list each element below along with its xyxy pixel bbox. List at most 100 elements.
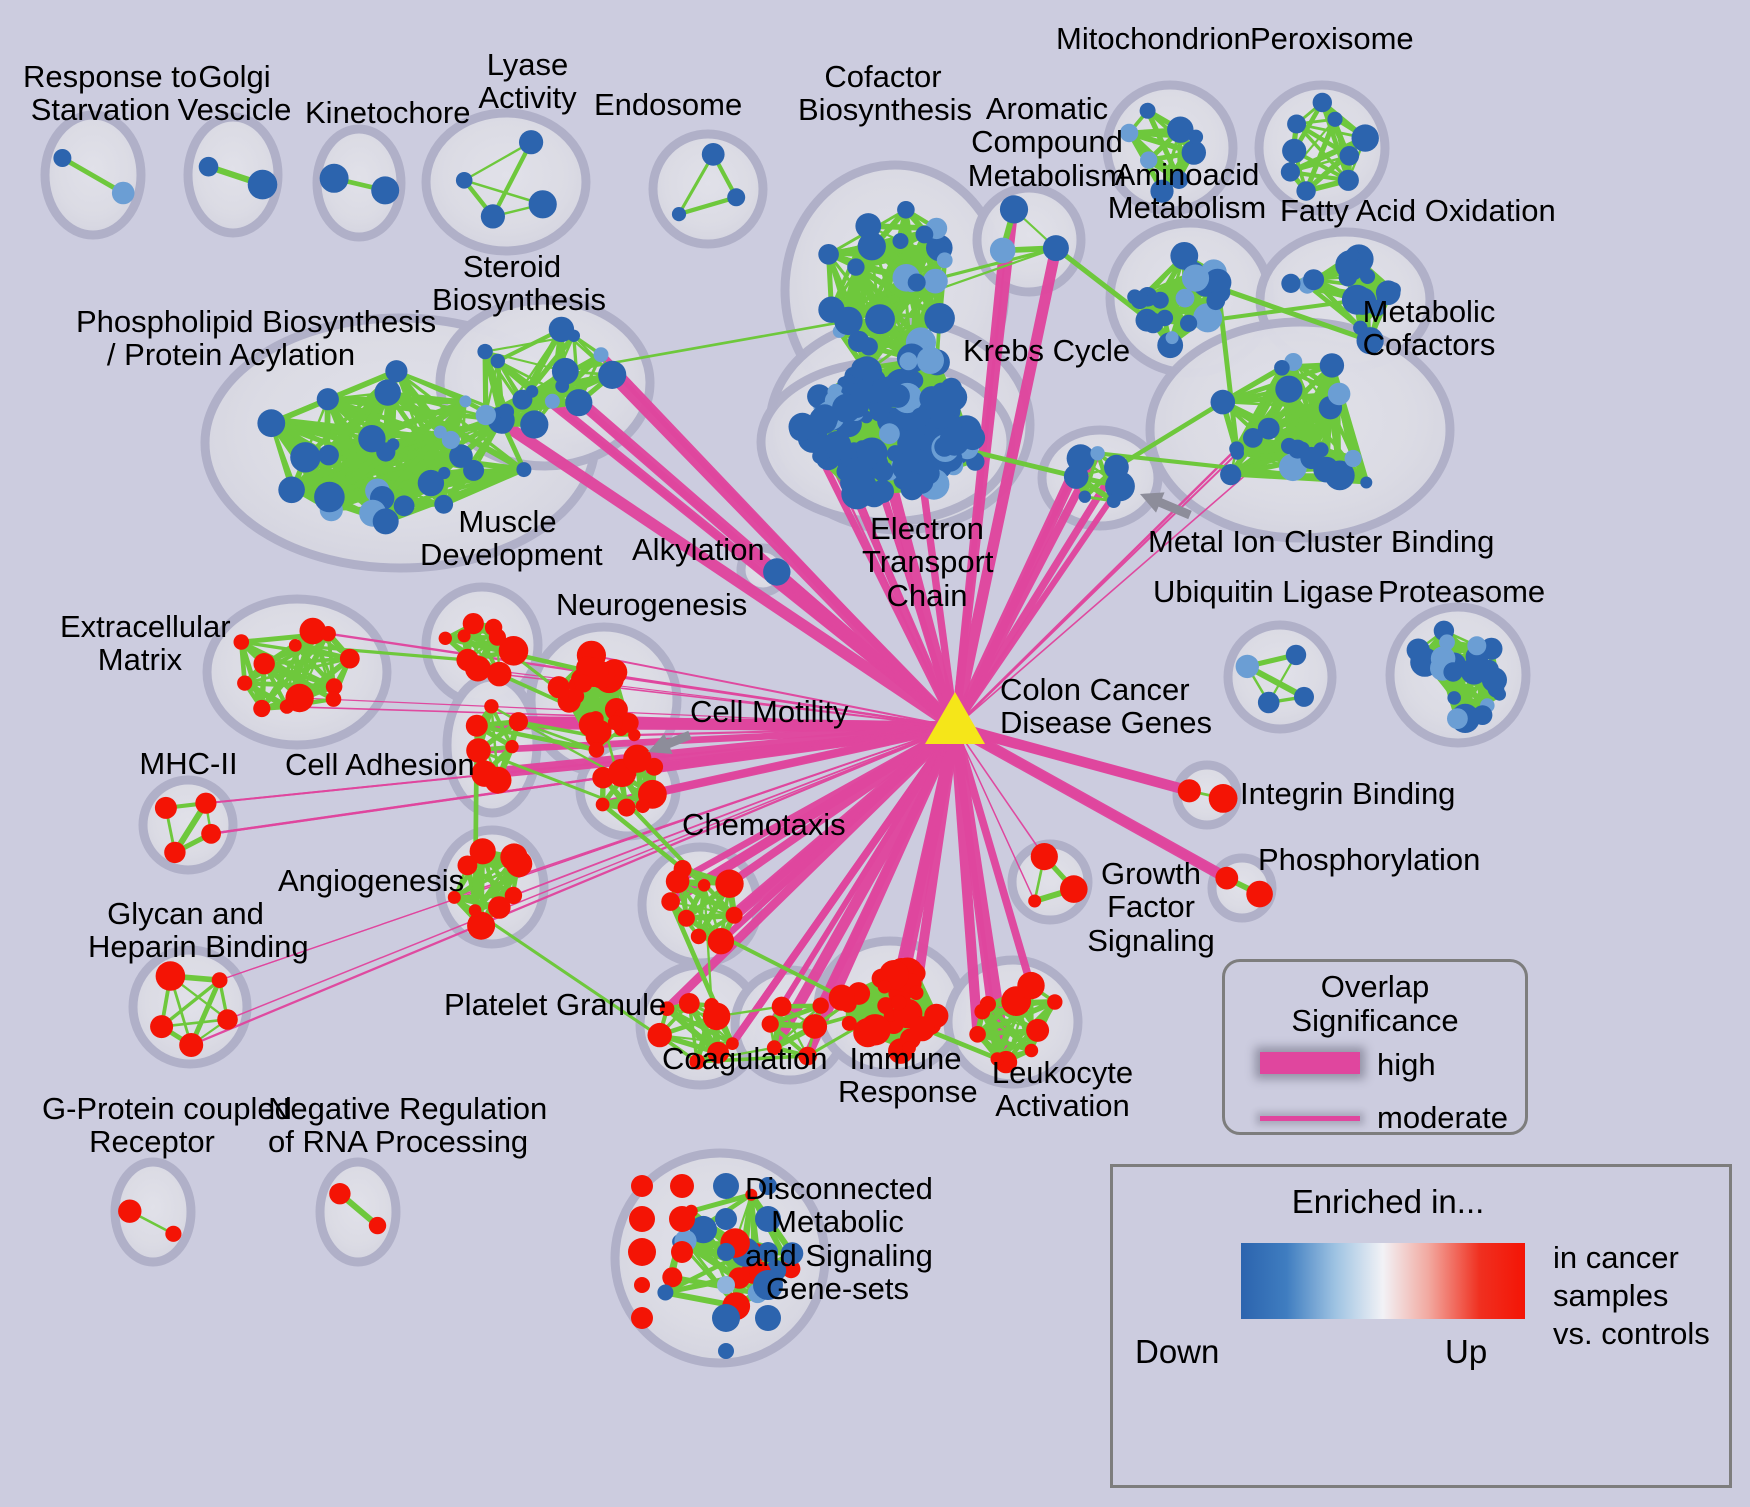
gene-set-node[interactable]	[1169, 170, 1189, 189]
gene-set-node[interactable]	[870, 479, 894, 504]
gene-set-node[interactable]	[911, 407, 931, 427]
gene-set-node[interactable]	[217, 1009, 238, 1030]
gene-set-node[interactable]	[886, 384, 910, 408]
gene-set-node[interactable]	[455, 172, 473, 189]
gene-set-node[interactable]	[761, 1015, 779, 1033]
gene-set-node[interactable]	[1359, 268, 1376, 284]
gene-set-node[interactable]	[1351, 124, 1379, 152]
gene-set-node[interactable]	[598, 360, 627, 389]
gene-set-node[interactable]	[701, 143, 725, 166]
gene-set-node[interactable]	[1375, 280, 1401, 306]
gene-set-node[interactable]	[1151, 291, 1169, 309]
gene-set-node[interactable]	[1344, 449, 1362, 468]
disconnected-gene-set-node[interactable]	[712, 1304, 740, 1332]
gene-set-node[interactable]	[154, 796, 177, 819]
gene-set-node[interactable]	[618, 712, 639, 733]
gene-set-node[interactable]	[879, 423, 900, 445]
gene-set-node[interactable]	[657, 1284, 674, 1301]
gene-set-node[interactable]	[288, 639, 302, 652]
gene-set-node[interactable]	[902, 1041, 916, 1055]
gene-set-node[interactable]	[930, 408, 952, 430]
disconnected-gene-set-node[interactable]	[634, 1277, 650, 1293]
gene-set-node[interactable]	[211, 972, 228, 989]
gene-set-node[interactable]	[467, 911, 496, 940]
gene-set-node[interactable]	[565, 389, 593, 417]
gene-set-node[interactable]	[1175, 288, 1195, 308]
gene-set-node[interactable]	[812, 997, 829, 1014]
gene-set-node[interactable]	[320, 626, 336, 642]
gene-set-node[interactable]	[896, 470, 916, 490]
gene-set-node[interactable]	[488, 896, 511, 919]
gene-set-node[interactable]	[198, 156, 219, 177]
gene-set-node[interactable]	[519, 130, 544, 155]
gene-set-node[interactable]	[279, 699, 294, 714]
gene-set-node[interactable]	[1324, 460, 1355, 491]
gene-set-node[interactable]	[319, 163, 349, 193]
gene-set-node[interactable]	[358, 425, 386, 453]
gene-set-node[interactable]	[857, 232, 886, 261]
gene-set-node[interactable]	[745, 1188, 758, 1201]
disconnected-gene-set-node[interactable]	[759, 1177, 777, 1195]
gene-set-node[interactable]	[780, 1242, 804, 1265]
gene-set-node[interactable]	[1467, 636, 1487, 656]
gene-set-node[interactable]	[469, 838, 496, 865]
disconnected-gene-set-node[interactable]	[718, 1343, 734, 1359]
disconnected-gene-set-node[interactable]	[755, 1206, 781, 1232]
gene-set-node[interactable]	[155, 961, 186, 991]
gene-set-node[interactable]	[1303, 269, 1325, 291]
gene-set-node[interactable]	[689, 1053, 705, 1070]
gene-set-node[interactable]	[869, 402, 890, 422]
gene-set-node[interactable]	[462, 613, 484, 635]
gene-set-node[interactable]	[286, 480, 305, 499]
gene-set-node[interactable]	[1257, 691, 1280, 714]
gene-set-node[interactable]	[314, 481, 345, 513]
gene-set-node[interactable]	[859, 1014, 891, 1046]
gene-set-node[interactable]	[859, 337, 878, 356]
disconnected-gene-set-node[interactable]	[670, 1174, 694, 1198]
gene-set-node[interactable]	[865, 304, 895, 335]
gene-set-node[interactable]	[727, 188, 746, 207]
gene-set-node[interactable]	[635, 799, 650, 814]
gene-set-node[interactable]	[851, 358, 872, 379]
gene-set-node[interactable]	[855, 213, 882, 239]
gene-set-node[interactable]	[1060, 875, 1088, 903]
gene-set-node[interactable]	[299, 617, 327, 645]
disconnected-gene-set-node[interactable]	[717, 1243, 735, 1261]
gene-set-node[interactable]	[1282, 138, 1307, 163]
gene-set-node[interactable]	[697, 879, 711, 892]
gene-set-node[interactable]	[990, 1052, 1005, 1066]
gene-set-node[interactable]	[1026, 1018, 1050, 1042]
gene-set-node[interactable]	[899, 352, 918, 371]
disconnected-gene-set-node[interactable]	[717, 1276, 735, 1294]
gene-set-node[interactable]	[260, 410, 279, 428]
gene-set-node[interactable]	[434, 494, 454, 514]
disconnected-gene-set-node[interactable]	[753, 1270, 783, 1300]
gene-set-node[interactable]	[909, 985, 924, 1000]
gene-set-node[interactable]	[339, 648, 360, 669]
gene-set-node[interactable]	[1274, 360, 1290, 376]
gene-set-node[interactable]	[811, 404, 839, 432]
gene-set-node[interactable]	[547, 676, 570, 699]
disconnected-gene-set-node[interactable]	[628, 1238, 656, 1266]
gene-set-node[interactable]	[726, 1037, 739, 1050]
gene-set-node[interactable]	[374, 379, 401, 406]
gene-set-node[interactable]	[909, 1016, 935, 1042]
gene-set-node[interactable]	[588, 742, 605, 758]
disconnected-gene-set-node[interactable]	[713, 1173, 739, 1199]
gene-set-node[interactable]	[707, 928, 735, 955]
gene-set-node[interactable]	[607, 715, 623, 731]
gene-set-node[interactable]	[1156, 309, 1174, 327]
gene-set-node[interactable]	[1024, 1043, 1039, 1058]
gene-set-node[interactable]	[325, 691, 342, 707]
gene-set-node[interactable]	[1338, 268, 1358, 287]
gene-set-node[interactable]	[325, 678, 343, 695]
gene-set-node[interactable]	[841, 1015, 857, 1031]
gene-set-node[interactable]	[1017, 971, 1045, 1000]
gene-set-node[interactable]	[623, 744, 652, 773]
gene-set-node[interactable]	[477, 343, 493, 360]
gene-set-node[interactable]	[548, 316, 575, 343]
gene-set-node[interactable]	[856, 437, 888, 469]
gene-set-node[interactable]	[253, 653, 275, 675]
gene-set-node[interactable]	[1356, 327, 1384, 355]
gene-set-node[interactable]	[368, 1216, 387, 1235]
